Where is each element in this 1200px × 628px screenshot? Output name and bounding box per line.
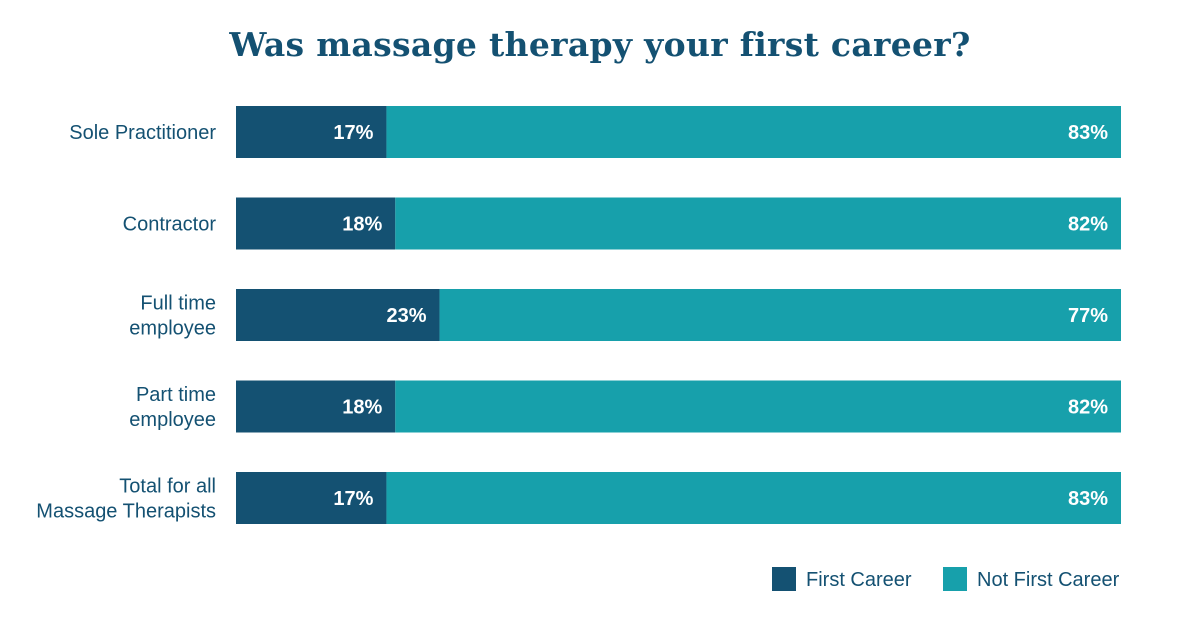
bar-segment-not-first-career (386, 472, 1121, 524)
legend-label: Not First Career (977, 569, 1120, 591)
bar-segment-first-career (236, 289, 440, 341)
data-label: 18% (342, 397, 382, 419)
category-label: Contractor (123, 214, 217, 236)
data-label: 18% (342, 214, 382, 236)
data-label: 82% (1068, 397, 1108, 419)
bar-segment-not-first-career (395, 197, 1121, 250)
category-label: employee (129, 318, 216, 340)
bar-segment-not-first-career (439, 289, 1121, 341)
bar-segment-not-first-career (386, 106, 1121, 158)
category-label: Sole Practitioner (69, 122, 216, 144)
data-label: 17% (333, 488, 373, 510)
data-label: 17% (333, 122, 373, 144)
bars-layer: 17% 83% 18% 82% 23% 77% 18% 82% 17% 83% (236, 106, 1121, 524)
category-labels: Sole Practitioner Contractor Full time empl… (36, 122, 216, 523)
category-label: Part time (136, 384, 216, 406)
legend-label: First Career (806, 569, 912, 591)
bar-segment-not-first-career (395, 380, 1121, 433)
legend: First Career Not First Career (772, 567, 1120, 591)
category-label: Total for all (119, 476, 216, 498)
data-label: 83% (1068, 488, 1108, 510)
category-label: Full time (140, 293, 216, 315)
bar-segment-first-career (236, 197, 396, 250)
legend-swatch (772, 567, 796, 591)
bar-segment-first-career (236, 472, 387, 524)
bar-segment-first-career (236, 106, 387, 158)
data-label: 77% (1068, 305, 1108, 327)
chart-title: Was massage therapy your first career? (228, 25, 970, 64)
legend-swatch (943, 567, 967, 591)
bar-segment-first-career (236, 380, 396, 433)
data-label: 82% (1068, 214, 1108, 236)
data-label: 23% (387, 305, 427, 327)
category-label: Massage Therapists (36, 501, 216, 523)
data-label: 83% (1068, 122, 1108, 144)
category-label: employee (129, 409, 216, 431)
